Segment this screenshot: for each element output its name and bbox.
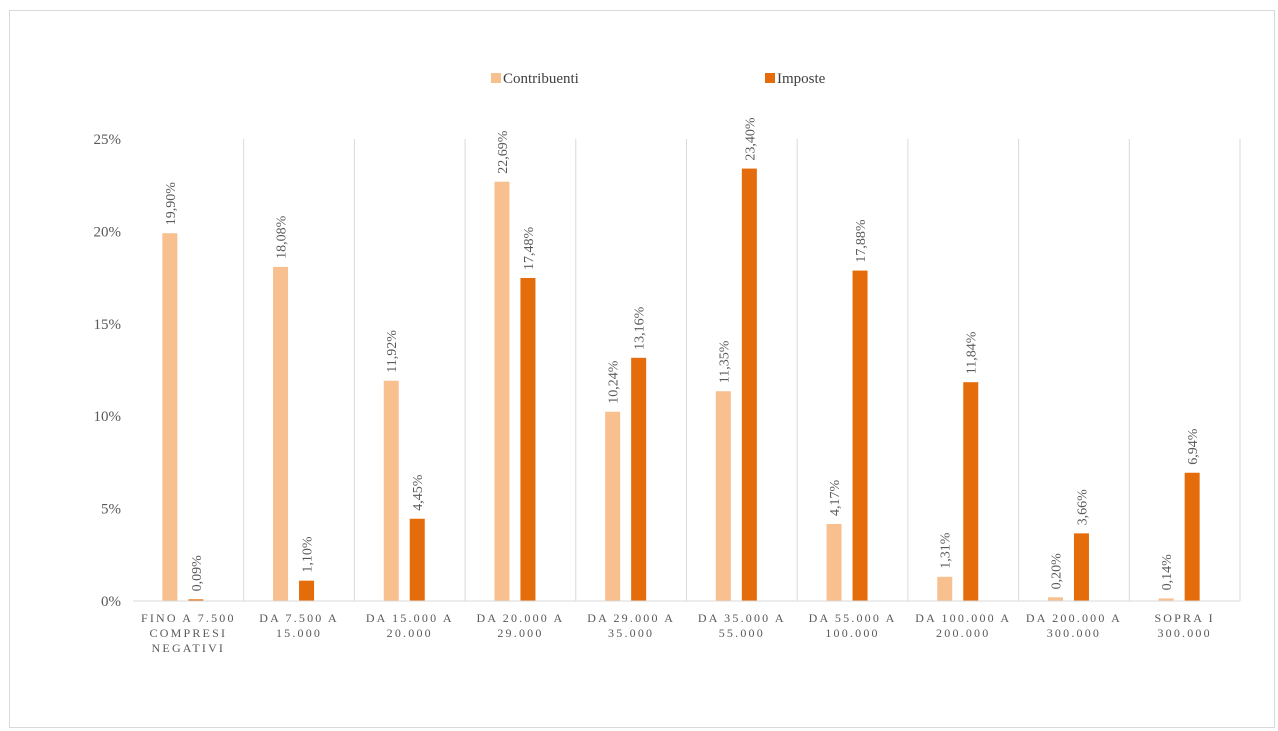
x-tick-label: DA 15.000 A 20.000	[366, 611, 454, 640]
data-label-contribuenti: 18,08%	[275, 215, 290, 259]
x-tick-label-line: DA 20.000 A	[477, 611, 565, 625]
data-label-contribuenti: 0,14%	[1160, 554, 1175, 591]
data-label-contribuenti: 11,35%	[717, 340, 732, 383]
bar-contribuenti-3	[494, 181, 510, 602]
x-tick-label-line: 300.000	[1157, 626, 1211, 640]
bar-imposte-2	[409, 518, 425, 601]
x-tick-label-line: DA 29.000 A	[587, 611, 675, 625]
x-tick-label: DA 20.000 A 29.000	[477, 611, 565, 640]
bar-imposte-6	[852, 270, 868, 601]
x-tick-label: DA 7.500 A 15.000	[259, 611, 339, 640]
data-label-imposte: 17,48%	[522, 226, 537, 270]
bar-imposte-0	[188, 599, 204, 601]
bar-contribuenti-4	[605, 411, 621, 601]
x-tick-label-line: 200.000	[936, 626, 990, 640]
data-label-contribuenti: 19,90%	[164, 182, 179, 226]
y-tick-label: 5%	[101, 502, 121, 518]
bar-contribuenti-7	[937, 576, 953, 601]
x-tick-label-line: 35.000	[608, 626, 654, 640]
x-tick-label-line: DA 200.000 A	[1026, 611, 1122, 625]
x-tick-label-line: FINO A 7.500	[141, 611, 236, 625]
x-tick-label-line: DA 100.000 A	[915, 611, 1011, 625]
x-tick-label: DA 29.000 A 35.000	[587, 611, 675, 640]
x-tick-label-line: DA 15.000 A	[366, 611, 454, 625]
x-tick-label: SOPRA I 300.000	[1154, 611, 1214, 640]
legend-swatch-contribuenti	[491, 73, 501, 83]
data-label-imposte: 3,66%	[1075, 489, 1090, 526]
bar-contribuenti-5	[715, 391, 731, 601]
x-tick-label: DA 100.000 A 200.000	[915, 611, 1011, 640]
bar-contribuenti-9	[1158, 598, 1174, 601]
bar-imposte-7	[963, 382, 979, 601]
x-tick-label-line: DA 7.500 A	[259, 611, 339, 625]
x-tick-label-line: 20.000	[387, 626, 433, 640]
bar-imposte-3	[520, 277, 536, 601]
x-tick-label-line: NEGATIVI	[152, 641, 226, 655]
data-label-contribuenti: 11,92%	[385, 330, 400, 373]
bar-contribuenti-0	[162, 233, 178, 602]
x-tick-label-line: DA 35.000 A	[698, 611, 786, 625]
bar-imposte-9	[1184, 472, 1200, 601]
bar-imposte-4	[631, 357, 647, 601]
data-label-imposte: 13,16%	[633, 306, 648, 350]
y-tick-label: 10%	[94, 409, 122, 425]
x-tick-label: DA 200.000 A 300.000	[1026, 611, 1122, 640]
y-tick-label: 0%	[101, 594, 121, 610]
x-tick-label: DA 35.000 A 55.000	[698, 611, 786, 640]
bar-contribuenti-2	[383, 380, 399, 601]
x-tick-label-line: 300.000	[1047, 626, 1101, 640]
y-tick-label: 20%	[94, 224, 122, 240]
x-tick-label-line: DA 55.000 A	[809, 611, 897, 625]
data-label-imposte: 17,88%	[854, 219, 869, 263]
data-label-imposte: 0,09%	[190, 555, 205, 592]
data-label-contribuenti: 22,69%	[496, 130, 511, 174]
bar-imposte-1	[299, 580, 315, 601]
data-label-imposte: 1,10%	[301, 536, 316, 573]
data-label-imposte: 23,40%	[743, 117, 758, 161]
bar-contribuenti-8	[1047, 597, 1063, 601]
data-label-imposte: 4,45%	[411, 474, 426, 511]
data-label-imposte: 6,94%	[1186, 428, 1201, 465]
x-tick-label: DA 55.000 A 100.000	[809, 611, 897, 640]
data-label-contribuenti: 1,31%	[939, 532, 954, 569]
data-label-contribuenti: 10,24%	[607, 360, 622, 404]
y-tick-label: 25%	[94, 132, 122, 148]
legend-swatch-imposte	[765, 73, 775, 83]
legend-label-imposte: Imposte	[777, 71, 826, 87]
data-label-imposte: 11,84%	[965, 331, 980, 374]
bar-imposte-8	[1073, 533, 1089, 601]
x-tick-label-line: 55.000	[719, 626, 765, 640]
bar-contribuenti-1	[273, 266, 289, 601]
x-tick-label: FINO A 7.500 COMPRESI NEGATIVI	[141, 611, 236, 655]
data-label-contribuenti: 4,17%	[828, 479, 843, 516]
x-tick-label-line: COMPRESI	[150, 626, 228, 640]
bar-imposte-5	[741, 168, 757, 601]
bar-contribuenti-6	[826, 523, 842, 601]
legend-label-contribuenti: Contribuenti	[503, 71, 579, 87]
x-tick-label-line: 15.000	[276, 626, 322, 640]
data-label-contribuenti: 0,20%	[1049, 553, 1064, 590]
y-tick-label: 15%	[94, 317, 122, 333]
x-tick-label-line: 29.000	[497, 626, 543, 640]
x-tick-label-line: 100.000	[825, 626, 879, 640]
x-tick-label-line: SOPRA I	[1154, 611, 1214, 625]
